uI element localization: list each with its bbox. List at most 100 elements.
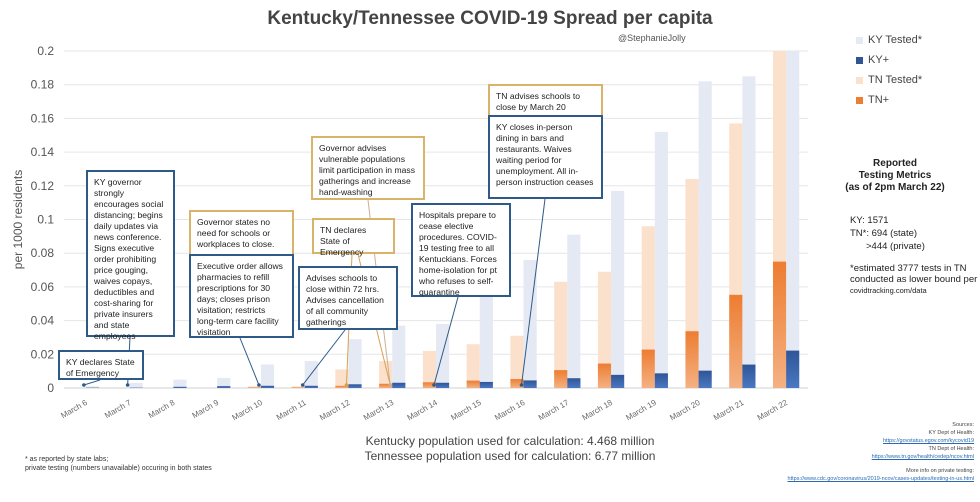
x-tick-label: March 7 xyxy=(103,398,133,421)
bar-ky-tested xyxy=(348,339,362,388)
annotation-marker xyxy=(257,383,261,387)
bar-ky-positive xyxy=(567,378,581,388)
annotation-ky-pharmacies: Executive order allows pharmacies to ref… xyxy=(189,254,294,338)
bar-ky-positive xyxy=(304,385,318,388)
bar-ky-positive xyxy=(436,382,450,388)
y-tick-label: 0 xyxy=(47,381,54,395)
bar-tn-positive xyxy=(510,379,524,388)
sources-label: Sources: xyxy=(952,422,974,428)
x-tick-label: March 19 xyxy=(624,398,658,423)
bar-ky-positive xyxy=(173,386,187,388)
y-tick-label: 0.1 xyxy=(37,213,54,227)
legend-label: TN+ xyxy=(868,94,890,106)
bar-ky-positive xyxy=(654,373,668,388)
annotation-marker xyxy=(432,383,436,387)
bar-tn-positive xyxy=(685,331,699,388)
annotation-tn-vulnerable: Governor advises vulnerable populations … xyxy=(311,136,425,200)
bar-tn-positive xyxy=(247,387,261,388)
bar-tn-positive xyxy=(379,383,393,388)
x-tick-label: March 12 xyxy=(318,398,352,423)
y-tick-label: 0.12 xyxy=(31,179,55,193)
y-tick-label: 0.08 xyxy=(31,246,55,260)
bar-ky-positive xyxy=(348,384,362,388)
bar-tn-positive xyxy=(335,385,349,388)
bar-ky-tested xyxy=(567,234,581,388)
legend-swatch xyxy=(856,96,863,104)
metric-ky: KY: 1571 xyxy=(850,215,889,226)
bar-tn-tested xyxy=(291,386,305,388)
annotation-marker xyxy=(519,383,524,387)
metrics-title-line: (as of 2pm March 22) xyxy=(845,182,945,193)
x-tick-label: March 8 xyxy=(147,398,177,421)
legend-item-ky-positive: KY+ xyxy=(856,54,889,66)
annotation-tn-emergency: TN declares State of Emergency xyxy=(312,218,395,257)
sources-tn-link[interactable]: https://www.tn.gov/health/cedep/ncov.htm… xyxy=(871,454,974,460)
bar-ky-positive xyxy=(479,381,493,388)
chart-title: Kentucky/Tennessee COVID-19 Spread per c… xyxy=(267,8,713,29)
annotation-ky-emergency: KY declares State of Emergency xyxy=(58,350,144,380)
annotation-marker xyxy=(388,383,393,387)
legend-label: KY+ xyxy=(868,54,890,66)
legend-label: TN Tested* xyxy=(868,74,923,86)
chart-subtitle: @StephanieJolly xyxy=(618,33,686,43)
x-tick-label: March 13 xyxy=(362,398,396,423)
metric-tn-private: >444 (private) xyxy=(866,241,925,252)
annotation-marker xyxy=(344,383,349,387)
x-tick-label: March 16 xyxy=(493,398,527,423)
bar-tn-positive xyxy=(422,382,436,388)
y-tick-label: 0.14 xyxy=(31,145,55,159)
legend-item-ky-tested: KY Tested* xyxy=(856,34,922,46)
sources-ky-link[interactable]: https://govstatus.egov.com/kycovid19 xyxy=(883,438,974,444)
annotation-connector xyxy=(83,379,101,386)
x-tick-label: March 9 xyxy=(191,398,221,421)
metric-estimate: *estimated 3777 tests in TN conducted as… xyxy=(850,263,980,296)
bar-ky-tested xyxy=(392,325,406,388)
x-tick-label: March 18 xyxy=(581,398,615,423)
population-tn: Tennessee population used for calculatio… xyxy=(364,449,656,463)
annotation-marker xyxy=(300,383,305,387)
x-tick-label: March 11 xyxy=(275,398,308,422)
annotation-connector xyxy=(433,296,459,386)
bar-ky-tested xyxy=(436,323,450,388)
bar-tn-positive xyxy=(597,363,612,388)
estimate-source: covidtracking.com/data xyxy=(850,286,927,295)
y-tick-label: 0.06 xyxy=(31,280,55,294)
y-axis-label: per 1000 residents xyxy=(11,170,25,269)
bar-ky-tested xyxy=(260,364,275,388)
population-ky: Kentucky population used for calculation… xyxy=(365,434,655,448)
annotation-tn-no-close: Governor states no need for schools or w… xyxy=(189,210,294,256)
bar-ky-tested xyxy=(698,81,712,388)
bar-ky-positive xyxy=(611,374,625,388)
annotation-marker xyxy=(125,383,130,387)
annotation-ky-hospitals: Hospitals prepare to cease elective proc… xyxy=(411,203,511,297)
annotation-connector xyxy=(302,329,346,386)
y-tick-label: 0.04 xyxy=(31,314,55,328)
annotation-marker xyxy=(82,383,86,387)
x-tick-label: March 14 xyxy=(406,398,440,423)
bar-tn-positive xyxy=(729,294,743,388)
bar-ky-positive xyxy=(698,370,712,388)
bar-ky-tested xyxy=(742,76,756,389)
bar-tn-positive xyxy=(466,380,480,388)
legend-label: KY Tested* xyxy=(868,34,923,46)
bar-ky-tested xyxy=(173,379,187,388)
bar-tn-positive xyxy=(554,370,568,388)
sources-private-link[interactable]: https://www.cdc.gov/coronavirus/2019-nco… xyxy=(787,476,974,482)
bar-tn-tested xyxy=(422,350,436,388)
bar-ky-positive xyxy=(786,350,800,388)
estimate-text: *estimated 3777 tests in TN conducted as… xyxy=(850,263,978,285)
annotation-ky-distancing: KY governor strongly encourages social d… xyxy=(86,170,175,341)
annotation-ky-dining: KY closes in-person dining in bars and r… xyxy=(488,115,603,199)
metric-tn-state: TN*: 694 (state) xyxy=(850,228,918,239)
legend-swatch xyxy=(856,76,863,84)
bar-ky-tested xyxy=(217,377,231,388)
sources-private-label: More info on private testing: xyxy=(906,468,974,474)
bar-tn-tested xyxy=(510,335,524,388)
legend-item-tn-tested: TN Tested* xyxy=(856,74,922,86)
x-tick-label: March 10 xyxy=(231,398,265,423)
sources-ky-label: KY Dept of Health: xyxy=(928,430,974,436)
y-tick-label: 0.2 xyxy=(37,44,54,58)
y-tick-label: 0.16 xyxy=(31,111,55,125)
annotation-tn-schools-20: TN advises schools to close by March 20 xyxy=(488,84,603,117)
bar-ky-tested xyxy=(479,295,493,388)
